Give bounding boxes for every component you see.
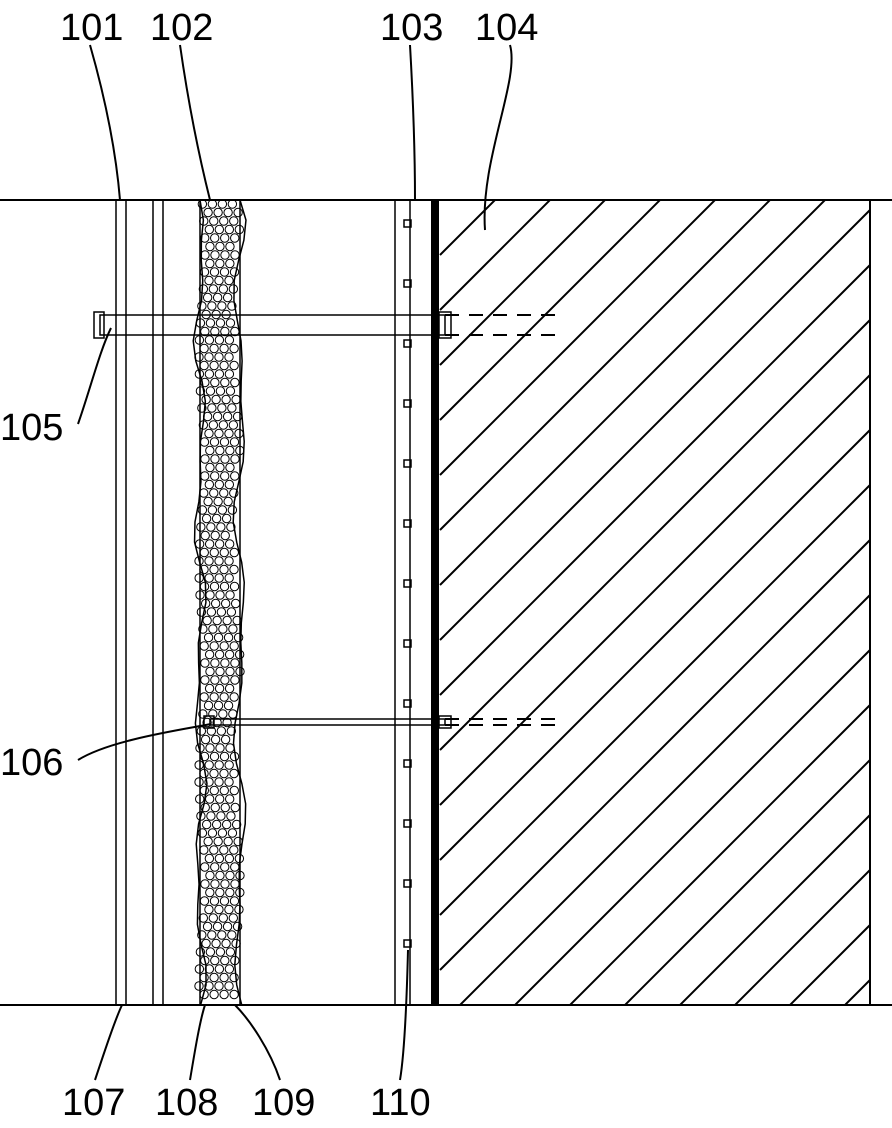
label-104: 104 [475, 7, 538, 49]
callout-labels: 101 102 103 104 105 106 107 108 109 110 [0, 7, 538, 1124]
diagram-svg: 101 102 103 104 105 106 107 108 109 110 [0, 0, 892, 1128]
label-101: 101 [60, 7, 123, 49]
technical-diagram: 101 102 103 104 105 106 107 108 109 110 [0, 0, 892, 1128]
horizontal-ties [94, 312, 565, 728]
mesh-column [193, 200, 246, 1005]
label-110: 110 [370, 1082, 431, 1124]
cross-section [94, 0, 870, 1128]
label-102: 102 [150, 7, 213, 49]
label-106: 106 [0, 742, 63, 784]
label-103: 103 [380, 7, 443, 49]
label-108: 108 [155, 1082, 218, 1124]
hatched-wall [440, 0, 870, 1128]
label-107: 107 [62, 1082, 125, 1124]
label-109: 109 [252, 1082, 315, 1124]
vertical-members [116, 200, 435, 1005]
label-105: 105 [0, 407, 63, 449]
